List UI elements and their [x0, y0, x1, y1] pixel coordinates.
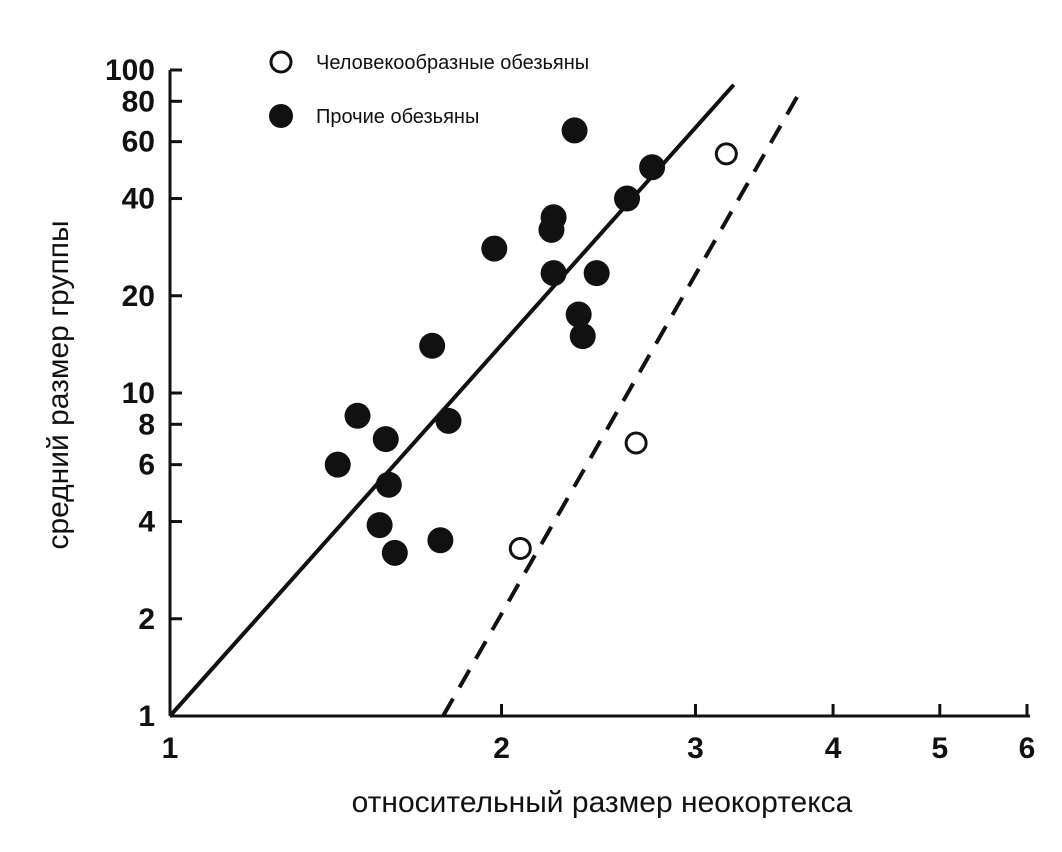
monkey-data-point	[561, 117, 588, 144]
monkey-data-point	[481, 235, 508, 262]
monkey-data-point	[372, 426, 399, 453]
x-tick-label: 1	[162, 732, 179, 765]
monkey-data-point	[324, 451, 351, 478]
ape-data-point	[624, 431, 648, 455]
x-axis-title: относительный размер неокортекса	[352, 786, 853, 819]
monkey-data-point	[419, 332, 446, 359]
y-tick-label: 60	[122, 126, 155, 159]
x-tick-label: 4	[825, 732, 842, 765]
legend-item-apes: Человекообразные обезьяны	[269, 50, 589, 74]
open-circle-marker	[269, 50, 293, 74]
y-tick-label: 80	[122, 85, 155, 118]
monkey-data-point	[375, 471, 402, 498]
monkey-data-point	[366, 512, 393, 539]
x-tick-label: 3	[687, 732, 704, 765]
data-points	[324, 117, 738, 566]
legend-label-apes: Человекообразные обезьяны	[316, 52, 589, 74]
filled-circle-marker	[269, 104, 293, 128]
y-axis-title: средний размер группы	[42, 220, 75, 549]
regression-lines	[168, 83, 804, 718]
ape-data-point	[508, 537, 532, 561]
ape-data-point	[714, 142, 738, 166]
axes	[168, 70, 1030, 718]
legend-item-other: Прочие обезьяны	[269, 104, 479, 128]
monkey-data-point	[427, 527, 454, 554]
monkey-data-point	[639, 154, 666, 181]
legend-label-other: Прочие обезьяны	[316, 106, 479, 128]
regression-other-monkeys-line	[168, 83, 736, 718]
monkey-data-point	[614, 185, 641, 212]
x-tick-label: 6	[1019, 732, 1036, 765]
monkey-data-point	[569, 323, 596, 350]
y-tick-label: 40	[122, 183, 155, 216]
legend: Человекообразные обезьяны Прочие обезьян…	[269, 50, 589, 128]
x-ticks: 1 2 3 4 5 6	[162, 704, 1036, 765]
y-tick-label: 100	[105, 54, 155, 87]
y-tick-label: 4	[138, 506, 155, 539]
monkey-data-point	[565, 301, 592, 328]
y-tick-label: 20	[122, 280, 155, 313]
y-tick-label: 6	[138, 449, 155, 482]
x-tick-label: 5	[931, 732, 948, 765]
monkey-data-point	[344, 402, 371, 429]
y-tick-label: 10	[122, 377, 155, 410]
monkey-data-point	[381, 539, 408, 566]
y-tick-label: 2	[138, 603, 155, 636]
y-tick-label: 8	[138, 408, 155, 441]
monkey-data-point	[583, 260, 610, 287]
y-tick-label: 1	[138, 700, 155, 733]
monkey-data-point	[435, 407, 462, 434]
monkey-data-point	[540, 204, 567, 231]
regression-apes-line	[441, 86, 804, 717]
x-tick-label: 2	[493, 732, 510, 765]
monkey-data-point	[540, 260, 567, 287]
